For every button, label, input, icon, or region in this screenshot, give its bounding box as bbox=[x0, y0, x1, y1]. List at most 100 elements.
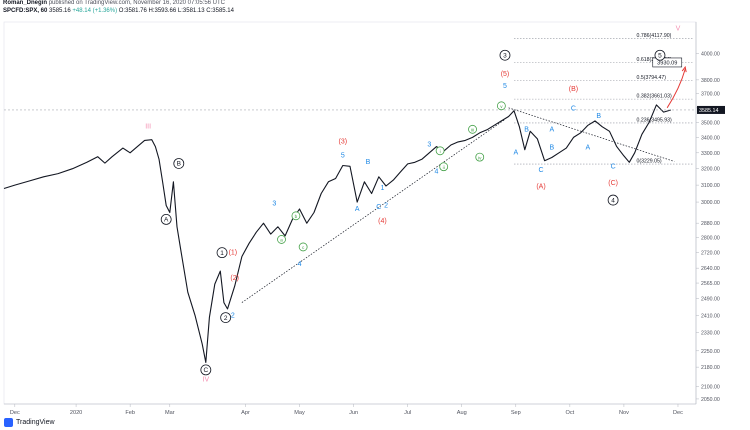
wave-label-circle bbox=[496, 101, 506, 111]
wave-label: b bbox=[295, 214, 298, 219]
x-tick-label: Mar bbox=[165, 410, 175, 416]
wave-label: (1) bbox=[229, 250, 238, 257]
wave-label: a bbox=[280, 238, 283, 243]
x-tick-label: Dec bbox=[673, 410, 683, 416]
trendline-lower bbox=[241, 119, 506, 303]
wave-label: IV bbox=[203, 377, 210, 384]
wave-label: C bbox=[538, 167, 543, 174]
wave-label: C bbox=[571, 106, 576, 113]
target-price-label: 3930.09 bbox=[657, 60, 677, 66]
wave-label-circle bbox=[160, 213, 172, 225]
wave-label: iii bbox=[471, 128, 474, 133]
x-tick-label: Oct bbox=[566, 410, 575, 416]
y-tick-label: 4000.00 bbox=[701, 51, 720, 57]
wave-label: 3 bbox=[427, 142, 431, 149]
wave-label: V bbox=[676, 26, 681, 33]
y-tick-label: 3000.00 bbox=[701, 200, 720, 206]
projection-arrow-head bbox=[681, 65, 687, 73]
wave-label: 5 bbox=[658, 52, 662, 59]
y-tick-label: 2490.00 bbox=[701, 296, 720, 302]
wave-label: i bbox=[440, 149, 441, 154]
current-price-label: 3585.14 bbox=[699, 108, 719, 114]
price-series-line bbox=[3, 104, 671, 363]
trendline-upper bbox=[508, 107, 675, 162]
high-label: H: bbox=[148, 8, 155, 14]
wave-label: A bbox=[513, 149, 518, 156]
open-label: O: bbox=[118, 8, 126, 14]
high-value: 3593.66 bbox=[154, 8, 177, 14]
wave-label: (B) bbox=[569, 86, 578, 93]
last-price: 3585.16 bbox=[49, 8, 71, 14]
y-tick-label: 3200.00 bbox=[701, 167, 720, 173]
y-tick-label: 3300.00 bbox=[701, 151, 720, 157]
y-tick-label: 2640.00 bbox=[701, 266, 720, 272]
current-price-tag bbox=[697, 105, 725, 114]
target-price-box bbox=[652, 57, 683, 68]
wave-label: B bbox=[366, 159, 371, 166]
x-tick-label: May bbox=[294, 410, 305, 416]
wave-label: 2 bbox=[231, 312, 235, 319]
y-tick-label: 2180.00 bbox=[701, 365, 720, 371]
publish-info: Roman_Dnegin published on TradingView.co… bbox=[3, 0, 225, 6]
wave-label: III bbox=[145, 123, 151, 130]
x-tick-label: Aug bbox=[457, 410, 467, 416]
y-tick-label: 3700.00 bbox=[701, 92, 720, 98]
wave-label-circle bbox=[468, 124, 477, 134]
wave-label: C bbox=[376, 204, 381, 211]
wave-label: 4 bbox=[435, 169, 439, 176]
y-tick-label: 2330.00 bbox=[701, 331, 720, 337]
fib-level-label: 0(3229.05) bbox=[637, 159, 662, 165]
plot-area bbox=[3, 21, 697, 405]
y-tick-label: 2565.00 bbox=[701, 281, 720, 287]
symbol-label: SPCFD:SPX, 60 bbox=[3, 8, 48, 14]
wave-label-circle bbox=[200, 364, 212, 376]
wave-label: (4) bbox=[378, 218, 387, 225]
wave-label: 1 bbox=[380, 185, 384, 192]
wave-label: 5 bbox=[503, 83, 507, 90]
wave-label: 5 bbox=[341, 153, 345, 160]
low-value: 3581.13 bbox=[182, 8, 205, 14]
wave-label: 3 bbox=[272, 201, 276, 208]
x-tick-label: Dec bbox=[10, 410, 20, 416]
wave-label: v bbox=[500, 104, 503, 109]
wave-label-circle bbox=[277, 235, 286, 244]
publish-date: published on TradingView.com, November 1… bbox=[48, 0, 226, 6]
wave-label: A bbox=[164, 217, 169, 224]
fib-level-label: 0.236(3495.93) bbox=[637, 117, 672, 123]
fib-level-label: 0.786(4117.90) bbox=[637, 33, 672, 39]
wave-label-circle bbox=[499, 49, 511, 61]
wave-label: 3 bbox=[503, 52, 507, 59]
y-tick-label: 3100.00 bbox=[701, 183, 720, 189]
wave-label: (5) bbox=[501, 71, 510, 78]
brand-label: TradingView bbox=[16, 419, 55, 426]
wave-label: (A) bbox=[536, 183, 545, 190]
x-tick-label: Jul bbox=[404, 410, 411, 416]
y-tick-label: 2100.00 bbox=[701, 384, 720, 390]
wave-label-circle bbox=[439, 162, 449, 172]
y-tick-label: 2410.00 bbox=[701, 313, 720, 319]
wave-label: B bbox=[177, 161, 181, 168]
wave-label-circle bbox=[173, 158, 185, 169]
wave-label: A bbox=[549, 126, 554, 133]
wave-label: (3) bbox=[339, 138, 348, 145]
x-tick-label: Nov bbox=[619, 410, 629, 416]
x-tick-label: Feb bbox=[125, 410, 135, 416]
y-tick-label: 2720.00 bbox=[701, 251, 720, 257]
wave-label-circle bbox=[654, 49, 666, 61]
x-tick-label: 2020 bbox=[70, 410, 82, 416]
wave-label: C bbox=[611, 164, 616, 171]
y-tick-label: 2880.00 bbox=[701, 221, 720, 227]
wave-label: 4 bbox=[611, 197, 615, 204]
wave-label-circle bbox=[607, 194, 619, 206]
close-label: C: bbox=[206, 8, 213, 14]
x-tick-label: Apr bbox=[241, 410, 250, 416]
wave-label: C bbox=[203, 367, 208, 374]
y-tick-label: 2250.00 bbox=[701, 349, 720, 355]
tradingview-brand[interactable]: TradingView bbox=[4, 418, 55, 427]
author-name[interactable]: Roman_Dnegin bbox=[3, 0, 48, 6]
wave-label: 1 bbox=[220, 250, 224, 257]
close-value: 3585.14 bbox=[212, 8, 234, 14]
y-tick-label: 3400.00 bbox=[701, 135, 720, 141]
wave-label: B bbox=[596, 113, 601, 120]
